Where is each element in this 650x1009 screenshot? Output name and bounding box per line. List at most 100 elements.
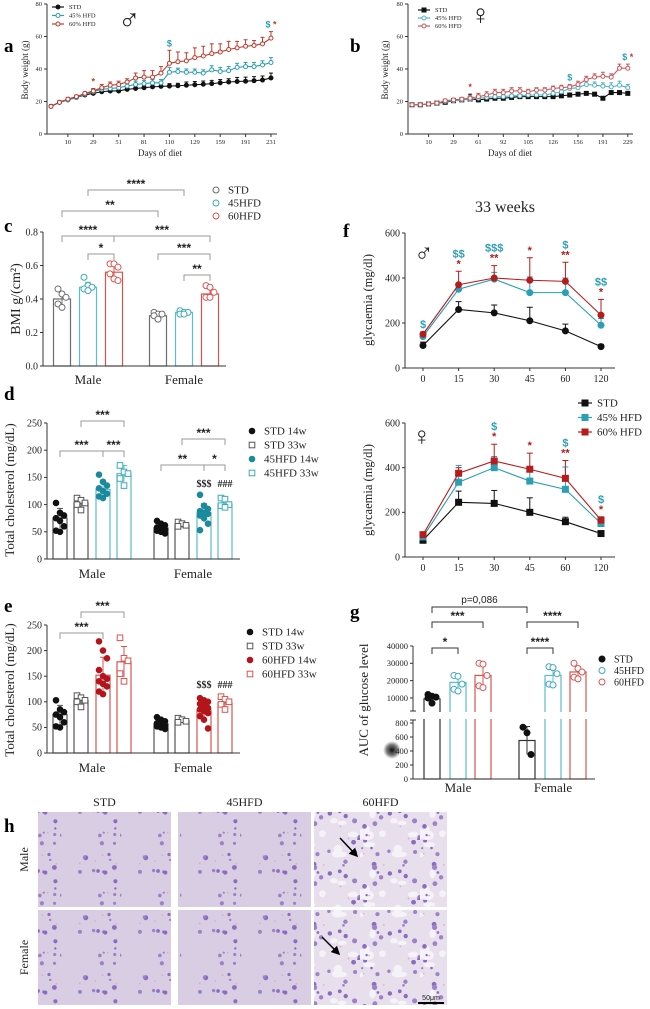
data-point bbox=[534, 87, 539, 93]
data-point bbox=[558, 85, 564, 91]
significance-annotation: $ bbox=[562, 239, 568, 251]
series-45hfd bbox=[449, 663, 562, 780]
significance-annotation: $ bbox=[420, 319, 426, 331]
data-point bbox=[196, 491, 204, 499]
data-point bbox=[116, 634, 124, 642]
significance-bracket: **** bbox=[526, 609, 579, 628]
male-symbol-icon: ♂ bbox=[118, 4, 141, 37]
significance-annotation: ** bbox=[561, 249, 570, 261]
legend-marker bbox=[421, 23, 427, 29]
series-60-hfd bbox=[48, 31, 274, 109]
data-point bbox=[592, 74, 598, 80]
data-point bbox=[116, 462, 124, 469]
data-point bbox=[106, 270, 114, 278]
data-point bbox=[251, 78, 257, 84]
bracket-label: * bbox=[443, 635, 448, 649]
data-point bbox=[204, 725, 212, 732]
significance-mark: * bbox=[92, 77, 96, 87]
data-point bbox=[182, 521, 190, 529]
panel-a-chart: 0 20 40 60 80 10 29 51 81 110 129 159 191 231 Days of … bbox=[20, 1, 277, 158]
data-point bbox=[120, 678, 128, 685]
data-point bbox=[209, 51, 215, 57]
data-point bbox=[525, 89, 531, 95]
x-tick-label: 120 bbox=[594, 563, 609, 574]
significance-bracket: * bbox=[431, 635, 459, 654]
legend-label: STD bbox=[614, 654, 633, 665]
x-tick-label: 0 bbox=[421, 563, 426, 574]
y-tick-label: 80 bbox=[36, 1, 43, 8]
bracket-label: *** bbox=[177, 241, 191, 255]
axis-break-gap bbox=[407, 712, 597, 719]
data-point bbox=[56, 99, 62, 105]
data-point bbox=[81, 499, 89, 507]
data-point bbox=[500, 90, 506, 96]
legend-label: STD bbox=[228, 185, 249, 197]
data-point bbox=[243, 43, 249, 49]
legend-item: STD 33w bbox=[248, 440, 307, 452]
chart-title: 33 weeks bbox=[475, 199, 535, 216]
legend-marker bbox=[246, 656, 254, 664]
data-point bbox=[183, 58, 189, 64]
data-point bbox=[114, 263, 122, 271]
column-header: 45HFD bbox=[226, 795, 262, 809]
bracket-line bbox=[80, 611, 125, 618]
histology-image-male-std bbox=[38, 812, 171, 907]
legend-item: STD bbox=[598, 654, 633, 665]
data-point bbox=[204, 709, 212, 717]
panel-letter-d: d bbox=[4, 384, 15, 405]
data-point bbox=[99, 85, 105, 91]
data-point bbox=[56, 713, 64, 721]
series-std bbox=[48, 72, 274, 109]
bar bbox=[174, 720, 190, 754]
panel-letter-c: c bbox=[4, 216, 12, 237]
data-point bbox=[475, 94, 481, 100]
data-point bbox=[578, 668, 586, 676]
data-point bbox=[549, 664, 557, 672]
bar bbox=[544, 674, 562, 780]
legend-label: 60HFD 14w bbox=[262, 655, 317, 667]
series-45-hfd bbox=[419, 271, 605, 340]
data-point bbox=[150, 84, 156, 90]
data-point bbox=[561, 327, 569, 335]
data-point bbox=[492, 94, 498, 100]
x-category-label: Female bbox=[534, 780, 572, 795]
data-point bbox=[570, 659, 578, 667]
data-point bbox=[73, 698, 81, 706]
y-tick-label: 20000 bbox=[387, 675, 408, 685]
y-tick-label: 800 bbox=[395, 718, 408, 728]
bracket-label: * bbox=[99, 241, 104, 255]
data-point bbox=[454, 687, 462, 695]
y-tick-label: 40000 bbox=[387, 641, 408, 651]
panel-h-histology: STD 45HFD 60HFD Male Female 50μm bbox=[17, 795, 447, 1005]
bar bbox=[174, 524, 190, 560]
data-point bbox=[526, 465, 534, 473]
data-point bbox=[200, 53, 206, 59]
bracket-label: **** bbox=[531, 635, 550, 649]
significance-annotation: $ bbox=[598, 494, 604, 506]
x-category-label: Male bbox=[75, 372, 102, 387]
data-point bbox=[597, 343, 605, 351]
legend-item: 45% HFD bbox=[418, 15, 462, 22]
data-point bbox=[597, 321, 605, 329]
data-point bbox=[60, 718, 68, 726]
significance-mark: $ bbox=[491, 421, 497, 433]
data-point bbox=[455, 281, 463, 289]
x-tick-label: 92 bbox=[500, 139, 507, 146]
legend-marker bbox=[246, 670, 254, 678]
x-tick-label: 15 bbox=[454, 374, 464, 385]
data-point bbox=[174, 718, 182, 726]
significance-mark: * bbox=[599, 504, 604, 516]
legend-marker bbox=[248, 469, 256, 477]
data-point bbox=[558, 93, 564, 99]
data-point bbox=[600, 73, 606, 79]
bar bbox=[200, 293, 220, 367]
legend-label: STD 33w bbox=[262, 641, 305, 653]
significance-bracket: *** bbox=[59, 620, 104, 639]
y-tick-label: 200 bbox=[385, 318, 400, 329]
bracket-label: *** bbox=[95, 408, 109, 422]
legend-item: 60HFD 14w bbox=[246, 655, 317, 667]
panel-f-male-chart: 0 200 400 600 0 15 30 45 60 120 glycaemia (mg/dl) 3… bbox=[361, 199, 615, 385]
bracket-line bbox=[59, 632, 104, 639]
data-point bbox=[567, 84, 573, 90]
data-point bbox=[77, 703, 85, 711]
